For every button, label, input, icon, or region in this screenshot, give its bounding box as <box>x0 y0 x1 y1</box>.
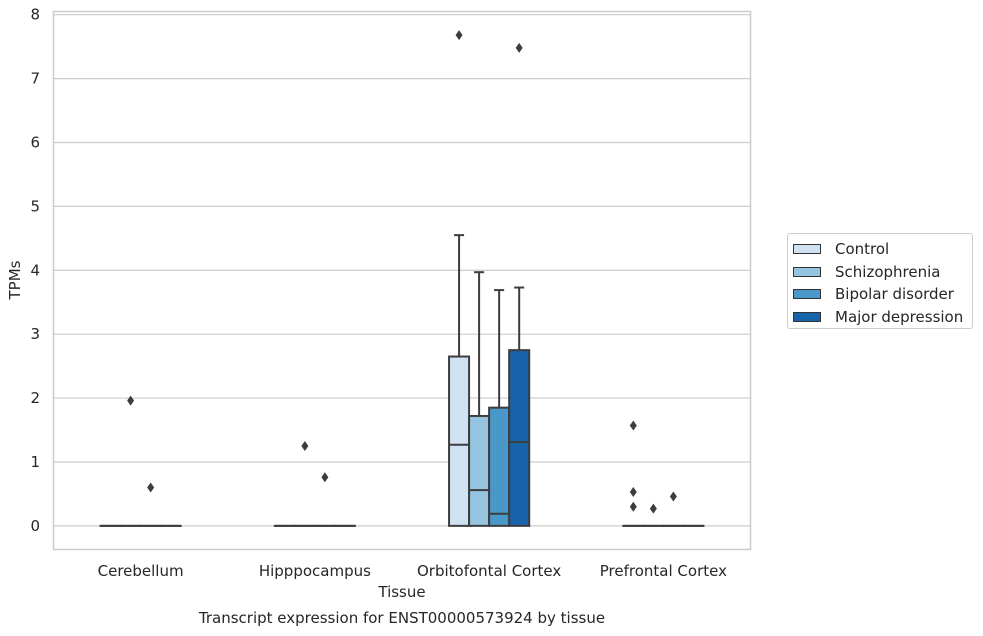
outlier-point <box>127 395 135 406</box>
y-tick-label: 2 <box>30 389 40 407</box>
legend-item: Control <box>788 238 972 261</box>
outlier-point <box>629 501 637 512</box>
box-plot-area <box>99 30 705 527</box>
legend-swatch <box>793 311 821 322</box>
y-tick-label: 5 <box>30 197 40 215</box>
y-tick-label: 6 <box>30 133 40 151</box>
y-tick-label: 1 <box>30 453 40 471</box>
legend-item: Bipolar disorder <box>788 283 972 306</box>
outlier-point <box>649 503 657 514</box>
legend-swatch <box>793 289 821 300</box>
outlier-point <box>515 42 523 53</box>
box <box>468 414 491 527</box>
legend-label: Schizophrenia <box>835 262 941 281</box>
x-tick-label: Cerebellum <box>98 562 184 580</box>
box <box>508 349 531 527</box>
y-axis-label: TPMs <box>6 260 24 300</box>
legend-item: Major depression <box>788 306 972 329</box>
outlier-point <box>629 420 637 431</box>
x-tick-label: Orbitofontal Cortex <box>417 562 561 580</box>
outlier-point <box>301 440 309 451</box>
legend-item: Schizophrenia <box>788 261 972 284</box>
legend-label: Bipolar disorder <box>835 285 954 304</box>
legend-swatch <box>793 244 821 255</box>
legend-label: Control <box>835 240 890 259</box>
outlier-point <box>147 482 155 493</box>
chart-title: Transcript expression for ENST0000057392… <box>198 609 605 627</box>
y-tick-label: 3 <box>30 325 40 343</box>
outlier-point <box>669 491 677 502</box>
plot-frame <box>52 10 752 551</box>
legend-label: Major depression <box>835 307 964 326</box>
grid-lines <box>53 14 751 527</box>
box <box>448 355 471 527</box>
x-axis-label: Tissue <box>377 583 425 601</box>
x-tick-label: Hipppocampus <box>259 562 371 580</box>
y-tick-label: 7 <box>30 70 40 88</box>
y-axis-ticks: 0 1 2 3 4 5 6 7 8 <box>30 6 40 535</box>
x-axis-ticks: Cerebellum Hipppocampus Orbitofontal Corte… <box>98 562 727 580</box>
outlier-point <box>321 472 329 483</box>
legend-swatch <box>793 266 821 277</box>
x-tick-label: Prefrontal Cortex <box>600 562 727 580</box>
legend: Control Schizophrenia Bipolar disorder Majo… <box>787 233 973 329</box>
outlier-point <box>455 30 463 41</box>
y-tick-label: 0 <box>30 517 40 535</box>
y-tick-label: 8 <box>30 6 40 24</box>
outlier-point <box>629 486 637 497</box>
box <box>488 406 511 527</box>
y-tick-label: 4 <box>30 261 40 279</box>
